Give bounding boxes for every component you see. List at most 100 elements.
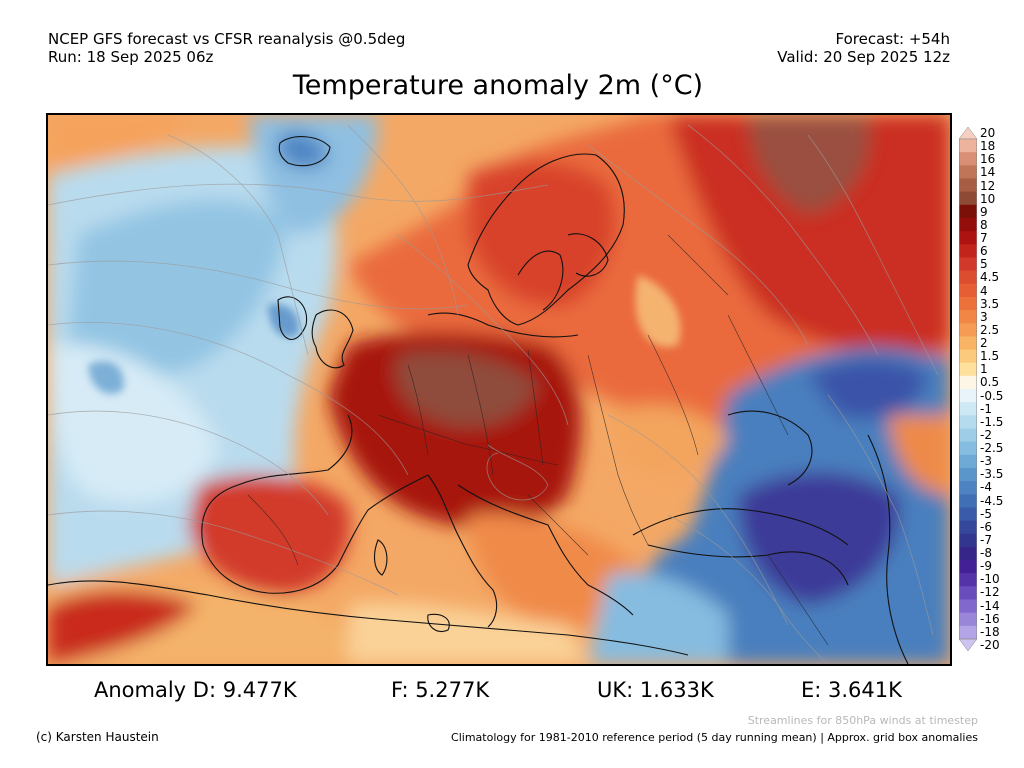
colorbar-swatch — [959, 310, 977, 324]
colorbar-label: 2.5 — [980, 322, 1000, 337]
colorbar-label: -1 — [980, 401, 992, 416]
stat-anomaly-f: F: 5.277K — [391, 678, 490, 702]
colorbar-label: 8 — [980, 217, 988, 232]
colorbar-label: -4.5 — [980, 493, 1004, 508]
run-info: NCEP GFS forecast vs CFSR reanalysis @0.… — [48, 30, 405, 66]
colorbar-label: -18 — [980, 624, 1000, 639]
colorbar-label: 1.5 — [980, 349, 1000, 364]
colorbar-label: 0.5 — [980, 375, 1000, 390]
colorbar-label: -4 — [980, 480, 992, 495]
colorbar-swatch — [959, 454, 977, 469]
colorbar-label: 1 — [980, 362, 988, 377]
colorbar-swatch — [959, 507, 977, 522]
colorbar-swatch — [959, 599, 977, 614]
colorbar-label: -9 — [980, 559, 992, 574]
colorbar-swatch — [959, 428, 977, 443]
colorbar-label: 2 — [980, 336, 988, 351]
colorbar-bottom-arrow — [959, 638, 977, 651]
colorbar-label: -3.5 — [980, 467, 1004, 482]
streamline-note: Streamlines for 850hPa winds at timestep — [747, 714, 978, 727]
colorbar-label: -2.5 — [980, 441, 1004, 456]
colorbar-label: -10 — [980, 572, 1000, 587]
colorbar-swatch — [959, 520, 977, 535]
colorbar-swatch — [959, 612, 977, 627]
colorbar-label: 12 — [980, 178, 996, 193]
colorbar-swatch — [959, 402, 977, 416]
colorbar-swatch — [959, 231, 977, 245]
colorbar-swatch — [959, 283, 977, 298]
colorbar-label: -5 — [980, 506, 992, 521]
stat-anomaly-e: E: 3.641K — [801, 678, 902, 702]
colorbar-label: 7 — [980, 231, 988, 246]
colorbar-label: -16 — [980, 611, 1000, 626]
colorbar-label: 14 — [980, 165, 996, 180]
colorbar-swatch — [959, 323, 977, 337]
colorbar-label: -14 — [980, 598, 1000, 613]
stat-anomaly-uk: UK: 1.633K — [597, 678, 714, 702]
colorbar-swatch — [959, 191, 977, 206]
colorbar-swatch — [959, 152, 977, 166]
colorbar-swatch — [959, 336, 977, 351]
colorbar-label: 3.5 — [980, 296, 1000, 311]
colorbar-label: -3 — [980, 454, 992, 469]
map-title: Temperature anomaly 2m (°C) — [292, 70, 704, 101]
colorbar-swatch — [959, 375, 977, 390]
copyright: (c) Karsten Haustein — [36, 730, 159, 744]
colorbar-swatch — [959, 217, 977, 232]
anomaly-map-graphic — [48, 115, 950, 664]
colorbar-label: 6 — [980, 244, 988, 259]
colorbar-label: 5 — [980, 257, 988, 272]
colorbar-label: -1.5 — [980, 414, 1004, 429]
coastlines — [48, 136, 909, 664]
colorbar-label: 3 — [980, 309, 988, 324]
wind-streamlines — [48, 124, 939, 664]
colorbar-swatch — [959, 533, 977, 548]
colorbar-swatch — [959, 415, 977, 429]
colorbar-label: -20 — [980, 638, 1000, 652]
colorbar-swatch — [959, 389, 977, 403]
colorbar-label: -7 — [980, 532, 992, 547]
colorbar-top-arrow — [959, 127, 977, 140]
colorbar-swatch — [959, 441, 977, 456]
colorbar-swatch — [959, 560, 977, 574]
run-line: Run: 18 Sep 2025 06z — [48, 48, 214, 66]
stat-anomaly-d: Anomaly D: 9.477K — [94, 678, 297, 702]
forecast-info: Forecast: +54h Valid: 20 Sep 2025 12z — [777, 30, 950, 66]
colorbar-swatch — [959, 362, 977, 377]
model-line: NCEP GFS forecast vs CFSR reanalysis @0.… — [48, 30, 406, 48]
colorbar-label: -12 — [980, 585, 1000, 600]
forecast-line: Forecast: +54h — [835, 30, 950, 48]
colorbar-swatch — [959, 546, 977, 561]
colorbar-label: -8 — [980, 546, 992, 561]
colorbar — [959, 127, 977, 651]
colorbar-swatch — [959, 165, 977, 179]
colorbar-swatch — [959, 204, 977, 219]
colorbar-swatch — [959, 467, 977, 482]
colorbar-swatch — [959, 244, 977, 258]
colorbar-label: -0.5 — [980, 388, 1004, 403]
colorbar-label: 18 — [980, 139, 996, 154]
colorbar-swatch — [959, 139, 977, 153]
colorbar-label: -6 — [980, 519, 992, 534]
colorbar-swatch — [959, 586, 977, 601]
colorbar-label: 16 — [980, 152, 996, 167]
colorbar-label: 4.5 — [980, 270, 1000, 285]
colorbar-swatch — [959, 296, 977, 311]
colorbar-label: 20 — [980, 126, 996, 140]
colorbar-label: 9 — [980, 204, 988, 219]
colorbar-swatch — [959, 178, 977, 193]
valid-line: Valid: 20 Sep 2025 12z — [777, 48, 950, 66]
colorbar-swatch — [959, 625, 977, 640]
anomaly-map — [46, 113, 952, 666]
colorbar-swatch — [959, 494, 977, 508]
colorbar-label: -2 — [980, 427, 992, 442]
colorbar-swatch — [959, 270, 977, 285]
colorbar-swatch — [959, 257, 977, 272]
colorbar-swatch — [959, 349, 977, 364]
colorbar-swatch — [959, 481, 977, 495]
colorbar-label: 10 — [980, 191, 996, 206]
country-borders — [247, 234, 829, 646]
climatology-note: Climatology for 1981-2010 reference peri… — [451, 731, 978, 744]
colorbar-swatch — [959, 573, 977, 587]
colorbar-label: 4 — [980, 283, 988, 298]
